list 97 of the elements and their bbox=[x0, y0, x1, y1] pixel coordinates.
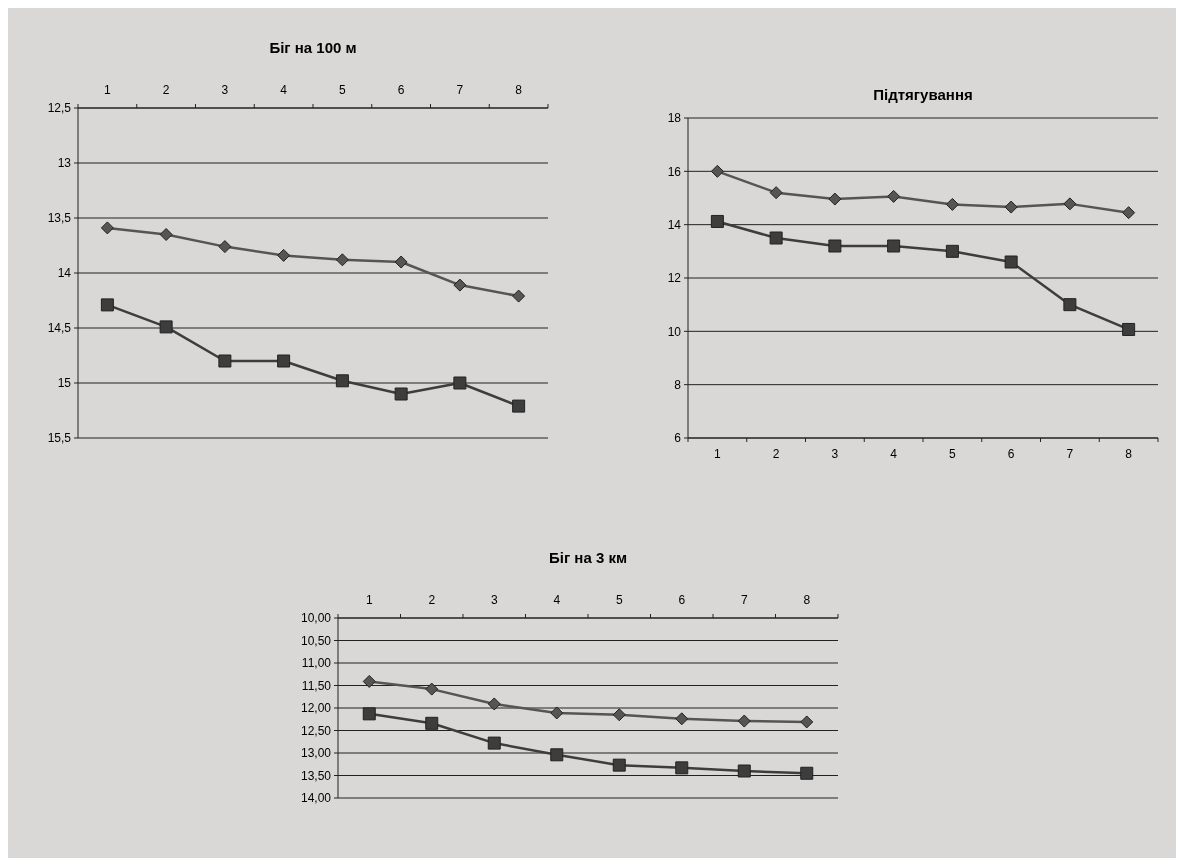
point bbox=[769, 231, 783, 245]
point bbox=[675, 761, 689, 775]
point bbox=[277, 354, 291, 368]
point bbox=[737, 764, 751, 778]
point bbox=[710, 214, 724, 228]
point bbox=[335, 374, 349, 388]
point bbox=[1063, 298, 1077, 312]
point bbox=[362, 674, 376, 688]
y-tick-label: 18 bbox=[667, 111, 682, 126]
point bbox=[100, 221, 114, 235]
point bbox=[512, 289, 526, 303]
y-tick-label: 13,50 bbox=[300, 768, 332, 783]
x-tick-label: 4 bbox=[553, 593, 561, 607]
x-tick-label: 3 bbox=[221, 83, 229, 97]
point bbox=[218, 354, 232, 368]
point bbox=[487, 736, 501, 750]
x-tick-label: 7 bbox=[456, 83, 464, 97]
point bbox=[1004, 200, 1018, 214]
point bbox=[887, 239, 901, 253]
x-tick-label: 1 bbox=[714, 447, 722, 461]
point bbox=[550, 748, 564, 762]
x-tick-label: 1 bbox=[365, 593, 373, 607]
y-tick-label: 14 bbox=[57, 266, 72, 281]
x-tick-label: 5 bbox=[615, 593, 623, 607]
point bbox=[675, 712, 689, 726]
point bbox=[1063, 197, 1077, 211]
point bbox=[218, 240, 232, 254]
x-tick-label: 8 bbox=[803, 593, 811, 607]
x-tick-label: 2 bbox=[772, 447, 780, 461]
y-tick-label: 11,50 bbox=[301, 678, 332, 693]
point bbox=[159, 228, 173, 241]
point bbox=[453, 278, 467, 292]
point bbox=[800, 715, 814, 729]
y-tick-label: 14 bbox=[667, 217, 682, 232]
x-tick-label: 8 bbox=[515, 83, 523, 97]
point bbox=[945, 244, 959, 258]
y-tick-label: 12,50 bbox=[300, 723, 332, 738]
point bbox=[394, 387, 408, 401]
point bbox=[362, 707, 376, 721]
x-tick-label: 2 bbox=[428, 593, 436, 607]
point bbox=[512, 399, 526, 413]
y-tick-label: 10,50 bbox=[300, 633, 332, 648]
y-tick-label: 12 bbox=[667, 271, 682, 286]
point bbox=[277, 248, 291, 262]
y-tick-label: 13 bbox=[57, 156, 72, 171]
x-tick-label: 5 bbox=[339, 83, 347, 97]
point bbox=[1122, 322, 1136, 336]
point bbox=[1122, 206, 1136, 220]
point bbox=[612, 708, 626, 722]
point bbox=[425, 716, 439, 730]
x-tick-label: 4 bbox=[280, 83, 288, 97]
y-tick-label: 10,00 bbox=[300, 611, 332, 626]
x-tick-label: 3 bbox=[831, 447, 839, 461]
y-tick-label: 14,5 bbox=[47, 321, 72, 336]
y-tick-label: 10 bbox=[667, 324, 682, 339]
x-tick-label: 1 bbox=[104, 83, 112, 97]
point bbox=[945, 197, 959, 211]
point bbox=[425, 682, 439, 696]
chart-title: Біг на 100 м bbox=[269, 39, 357, 56]
y-tick-label: 12,00 bbox=[300, 701, 332, 716]
point bbox=[100, 298, 114, 312]
point bbox=[737, 714, 751, 728]
chart-title: Підтягування bbox=[873, 86, 973, 103]
x-tick-label: 4 bbox=[890, 447, 898, 461]
x-tick-label: 8 bbox=[1125, 447, 1133, 461]
chart-title: Біг на 3 км bbox=[548, 549, 628, 566]
y-tick-label: 13,00 bbox=[300, 746, 332, 761]
y-tick-label: 13,5 bbox=[47, 211, 72, 226]
y-tick-label: 16 bbox=[667, 164, 682, 179]
x-tick-label: 3 bbox=[490, 593, 498, 607]
y-tick-label: 12,5 bbox=[47, 101, 72, 116]
point bbox=[487, 697, 501, 711]
y-tick-label: 11,00 bbox=[301, 656, 332, 671]
point bbox=[800, 766, 814, 780]
point bbox=[159, 320, 173, 334]
x-tick-label: 6 bbox=[397, 83, 405, 97]
y-tick-label: 15 bbox=[57, 376, 72, 391]
x-tick-label: 5 bbox=[949, 447, 957, 461]
y-tick-label: 8 bbox=[674, 377, 682, 392]
x-tick-label: 2 bbox=[162, 83, 170, 97]
x-tick-label: 7 bbox=[1066, 447, 1074, 461]
point bbox=[828, 192, 842, 206]
point bbox=[887, 189, 901, 203]
point bbox=[394, 255, 408, 269]
y-tick-label: 14,00 bbox=[300, 791, 332, 806]
point bbox=[769, 186, 783, 200]
point bbox=[453, 376, 467, 390]
y-tick-label: 15,5 bbox=[47, 431, 72, 446]
y-tick-label: 6 bbox=[674, 431, 682, 446]
point bbox=[612, 758, 626, 772]
point bbox=[710, 164, 724, 178]
point bbox=[335, 253, 349, 267]
point bbox=[1004, 255, 1018, 269]
point bbox=[550, 706, 564, 720]
x-tick-label: 6 bbox=[1007, 447, 1015, 461]
x-tick-label: 7 bbox=[740, 593, 748, 607]
point bbox=[828, 239, 842, 253]
